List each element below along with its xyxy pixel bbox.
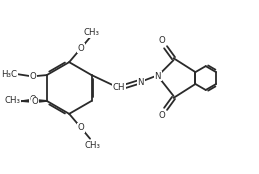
Text: O: O	[78, 123, 84, 132]
Text: N: N	[138, 78, 144, 86]
Text: CH₃: CH₃	[84, 141, 100, 150]
Text: O: O	[78, 44, 84, 53]
Text: O: O	[158, 111, 165, 120]
Text: O: O	[30, 72, 36, 81]
Text: H₃C: H₃C	[1, 70, 17, 79]
Text: O: O	[32, 97, 38, 106]
Text: O: O	[30, 95, 36, 104]
Text: CH₃: CH₃	[83, 28, 99, 37]
Text: O: O	[6, 97, 12, 106]
Text: CH: CH	[113, 84, 125, 93]
Text: CH₃: CH₃	[4, 96, 20, 105]
Text: N: N	[154, 72, 161, 81]
Text: O: O	[158, 36, 165, 45]
